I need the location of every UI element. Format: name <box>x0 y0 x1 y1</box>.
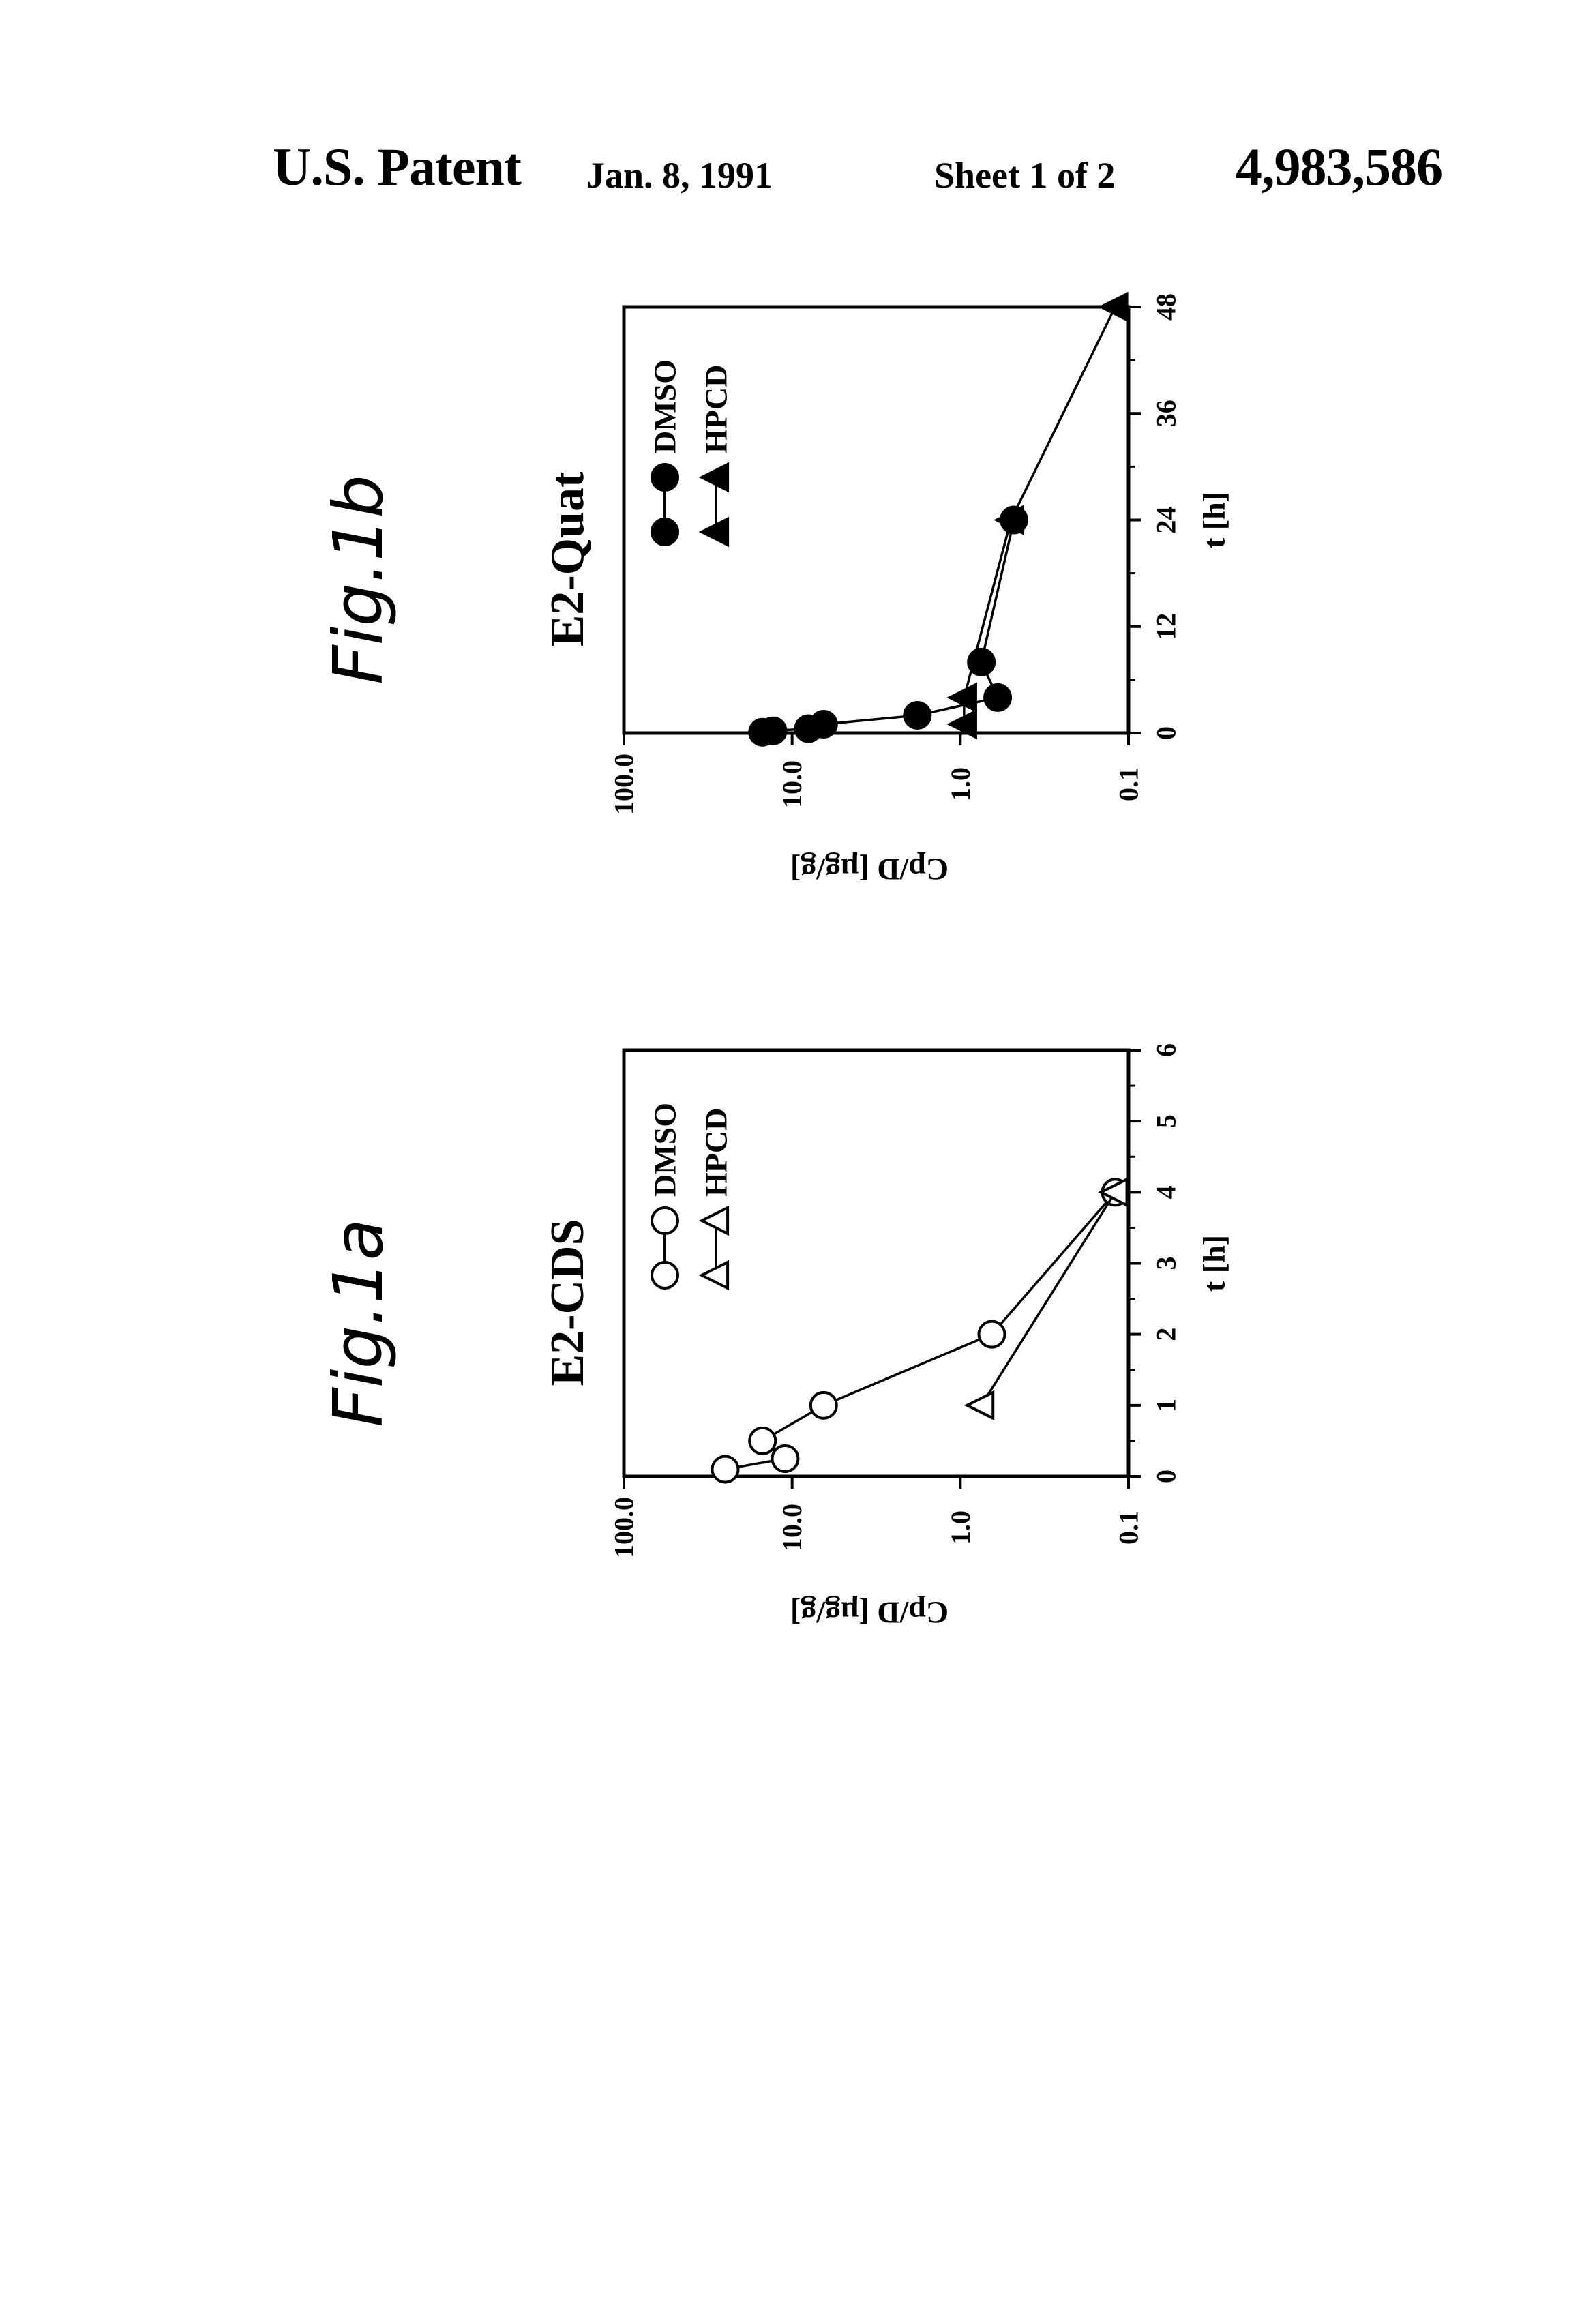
figure-label: Fig.1b <box>318 475 398 685</box>
x-tick-label: 2 <box>1151 1328 1182 1341</box>
x-tick-label: 0 <box>1151 726 1182 740</box>
y-axis-label: Cp/D [µg/g] <box>790 852 949 887</box>
data-point <box>985 685 1011 711</box>
y-tick-label: 1.0 <box>945 1510 976 1545</box>
x-tick-label: 4 <box>1151 1185 1182 1199</box>
data-point <box>904 702 930 728</box>
legend-entry: HPCD <box>699 365 734 545</box>
x-tick-label: 1 <box>1151 1399 1182 1412</box>
fig1b-chart: Fig.1b E2-Quat 0 12 24 36 48 100.0 10.0 1.0 0.1 t [… <box>318 293 1232 887</box>
legend-entry: HPCD <box>699 1108 734 1288</box>
x-tick-label: 48 <box>1151 293 1182 321</box>
legend-entry: DMSO <box>648 359 683 545</box>
legend-marker-start <box>652 1262 678 1288</box>
x-axis-label: t [h] <box>1197 1235 1232 1292</box>
legend-label: HPCD <box>699 1108 734 1197</box>
data-point <box>1101 294 1127 320</box>
x-tick-label: 6 <box>1151 1043 1182 1057</box>
data-point <box>772 1446 798 1472</box>
legend-marker-end <box>652 464 678 490</box>
legend-entry: DMSO <box>648 1103 683 1288</box>
series-dmso <box>713 1179 1129 1482</box>
figure-label: Fig.1a <box>318 1219 398 1427</box>
legend-marker-end <box>652 1208 678 1234</box>
chart-title: E2-Quat <box>541 472 594 647</box>
y-tick-label: 0.1 <box>1114 767 1144 801</box>
data-point <box>811 711 837 737</box>
x-tick-label: 0 <box>1151 1470 1182 1483</box>
data-point <box>979 1322 1004 1347</box>
data-point <box>760 718 786 744</box>
y-tick-label: 1.0 <box>945 767 976 801</box>
x-tick-label: 24 <box>1151 507 1182 534</box>
legend-label: DMSO <box>648 1103 683 1197</box>
x-axis-label: t [h] <box>1197 492 1232 548</box>
series-dmso <box>749 507 1027 745</box>
series-line <box>726 1192 1116 1469</box>
data-point <box>713 1457 738 1483</box>
legend-label: DMSO <box>648 359 683 453</box>
y-tick-label: 0.1 <box>1114 1510 1144 1545</box>
x-tick-label: 5 <box>1151 1114 1182 1128</box>
y-tick-label: 100.0 <box>609 1497 640 1558</box>
x-tick-label: 36 <box>1151 400 1182 427</box>
y-tick-label: 10.0 <box>777 1504 807 1551</box>
x-tick-label: 3 <box>1151 1257 1182 1270</box>
y-axis-label: Cp/D [µg/g] <box>790 1596 949 1630</box>
x-tick-label: 12 <box>1151 613 1182 640</box>
chart-title: E2-CDS <box>541 1219 594 1386</box>
series-hpcd <box>967 1179 1126 1418</box>
y-tick-label: 100.0 <box>609 754 640 815</box>
legend-marker-start <box>652 519 678 545</box>
data-point <box>811 1392 837 1418</box>
data-point <box>967 1392 993 1418</box>
fig1a-chart: Fig.1a E2-CDS 0 1 2 3 4 5 6 100.0 10.0 1.0 0.1 t [h] C… <box>318 1043 1232 1630</box>
legend-label: HPCD <box>699 365 734 453</box>
data-point <box>749 1428 775 1454</box>
series-line <box>981 1192 1115 1405</box>
y-tick-label: 10.0 <box>777 760 807 808</box>
